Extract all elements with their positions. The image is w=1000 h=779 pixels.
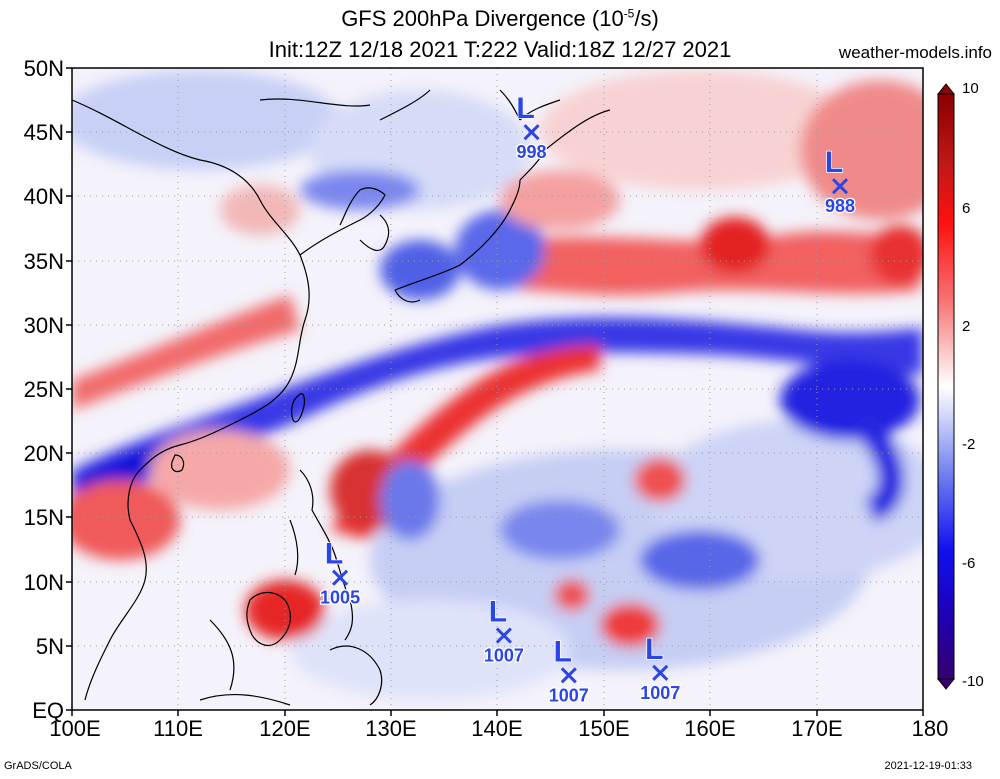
colorbar-label-neg10: -10: [962, 673, 984, 690]
lat-label-eq: EQ: [32, 698, 64, 723]
lat-label-15n: 15N: [23, 505, 64, 530]
colorbar-label-neg2: -2: [962, 436, 976, 453]
lon-label-110e: 110E: [153, 716, 203, 741]
lon-label-170e: 170E: [791, 716, 843, 741]
lat-label-5n: 5N: [35, 634, 64, 659]
low-symbol: L: [554, 635, 572, 668]
lon-label-150e: 150E: [578, 716, 630, 741]
low-symbol: L: [825, 146, 843, 179]
lat-label-20n: 20N: [23, 441, 64, 466]
low-symbol: L: [516, 92, 534, 125]
lat-label-40n: 40N: [23, 184, 64, 209]
low-symbol: L: [325, 538, 343, 571]
lat-label-30n: 30N: [23, 313, 64, 338]
lat-label-45n: 45N: [23, 120, 64, 145]
lon-label-160e: 160E: [684, 716, 736, 741]
low-pressure-markers: L 998 L 988 L 1005 L 1007 L 1007 L 1007: [319, 91, 857, 707]
lat-label-10n: 10N: [23, 570, 64, 595]
low-center-cross: [560, 667, 577, 684]
divergence-field: [72, 68, 923, 710]
low-pressure-value: 1007: [640, 683, 680, 703]
low-pressure-value: 988: [825, 196, 855, 216]
low-pressure-value: 1007: [549, 685, 589, 705]
coastlines: [72, 89, 611, 706]
low-center-cross: [523, 124, 540, 141]
lon-label-120e: 120E: [259, 716, 311, 741]
lon-label-180: 180: [911, 716, 949, 741]
low-symbol: L: [645, 633, 663, 666]
low-center-cross: [495, 627, 512, 644]
colorbar-label-6: 6: [962, 200, 971, 217]
timestamp: 2021-12-19-01:33: [884, 760, 972, 772]
low-center-cross: [332, 569, 349, 586]
low-center-cross: [652, 664, 669, 681]
chart-title: GFS 200hPa Divergence (10-5/s): [341, 6, 659, 31]
lat-label-25n: 25N: [23, 377, 64, 402]
lat-label-35n: 35N: [23, 249, 64, 274]
lon-label-140e: 140E: [471, 716, 523, 741]
chart-subtitle: Init:12Z 12/18 2021 T:222 Valid:18Z 12/2…: [268, 37, 732, 62]
colorbar-label-10: 10: [962, 80, 979, 97]
low-marker: L 988: [824, 145, 857, 217]
low-marker: L 1007: [483, 595, 526, 667]
low-pressure-value: 1005: [320, 588, 360, 608]
credit-label: GrADS/COLA: [4, 760, 72, 772]
site-name: weather-models.info: [838, 43, 992, 62]
low-marker: L 1007: [639, 632, 682, 704]
low-marker: L 1007: [547, 635, 590, 707]
axis-ticks: [66, 67, 924, 716]
low-pressure-value: 1007: [484, 646, 524, 666]
low-marker: L 1005: [319, 537, 362, 609]
lon-label-130e: 130E: [365, 716, 417, 741]
low-pressure-value: 998: [517, 142, 547, 162]
colorbar-label-neg6: -6: [962, 555, 976, 572]
lat-label-50n: 50N: [23, 56, 64, 81]
lon-label-100e: 100E: [49, 716, 101, 741]
colorbar-label-2: 2: [962, 318, 971, 335]
colorbar: [936, 83, 956, 690]
low-center-cross: [831, 178, 849, 195]
low-symbol: L: [489, 596, 507, 629]
low-marker: L 998: [515, 91, 548, 163]
